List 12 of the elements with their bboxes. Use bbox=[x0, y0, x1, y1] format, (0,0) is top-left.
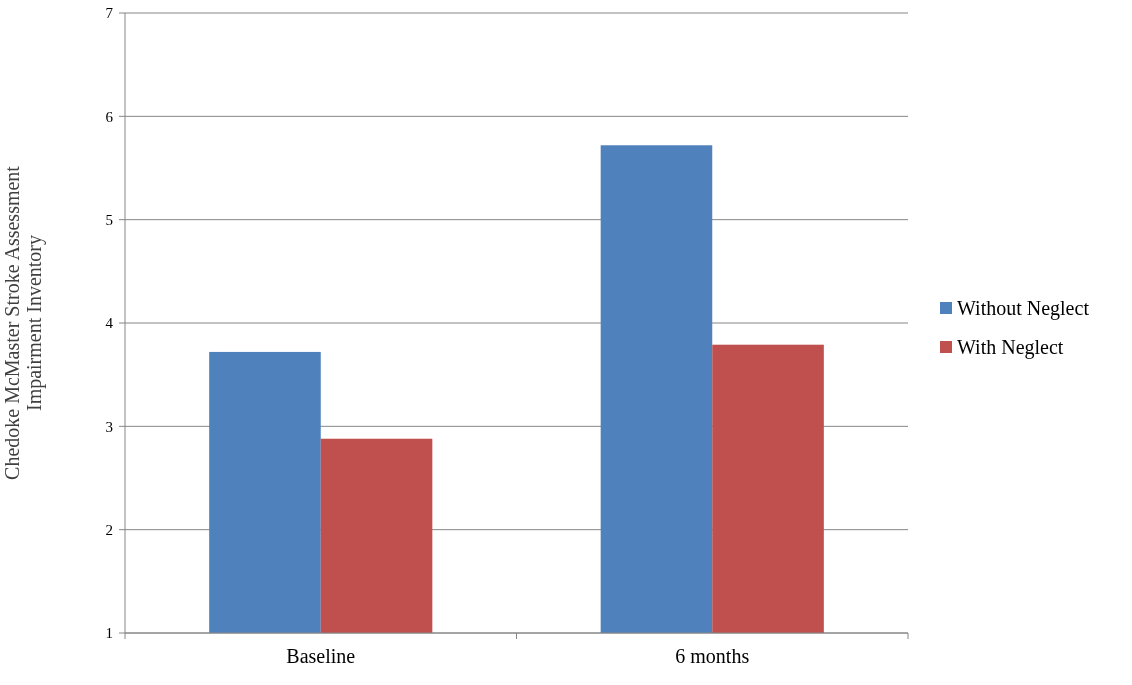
x-tick-label: Baseline bbox=[286, 645, 356, 667]
y-tick-label: 4 bbox=[105, 315, 114, 332]
x-tick-label: 6 months bbox=[675, 645, 750, 667]
legend-label: Without Neglect bbox=[957, 297, 1090, 320]
y-tick-label: 1 bbox=[105, 625, 113, 642]
y-tick-label: 6 bbox=[105, 108, 114, 125]
y-tick-label: 7 bbox=[105, 5, 114, 22]
y-tick-label: 5 bbox=[105, 211, 113, 228]
y-tick-label: 3 bbox=[105, 418, 113, 435]
y-tick-label: 2 bbox=[105, 521, 113, 538]
legend-label: With Neglect bbox=[957, 336, 1064, 359]
y-axis-title: Chedoke McMaster Stroke Assessment Impairment Inventory bbox=[1, 165, 46, 480]
